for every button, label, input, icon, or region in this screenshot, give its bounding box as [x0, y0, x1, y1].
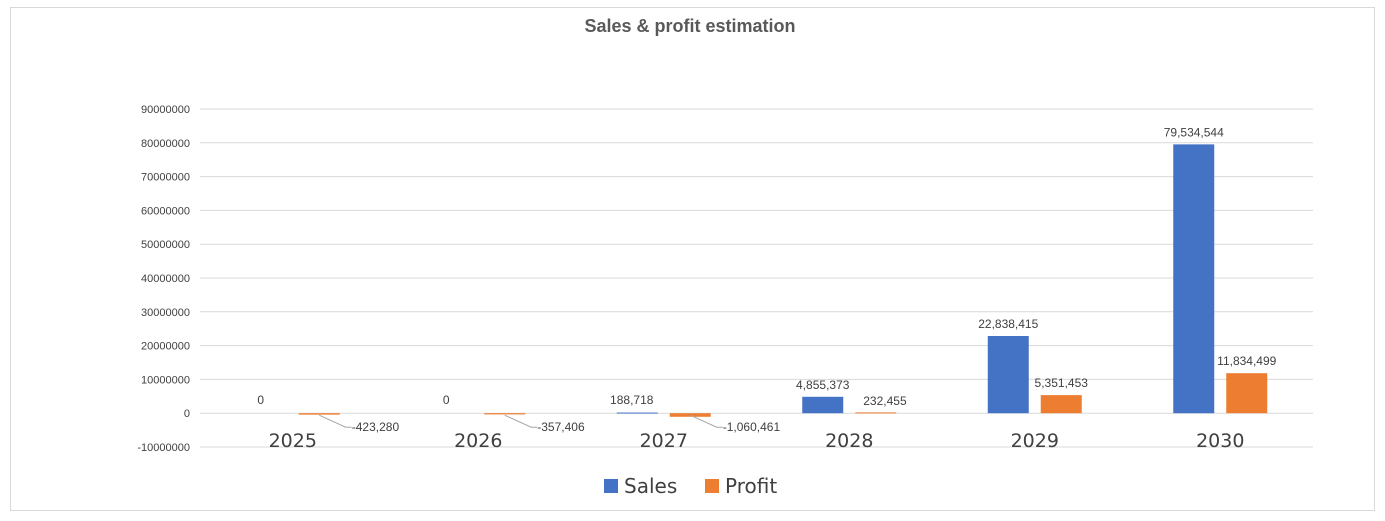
profit-bar	[855, 412, 897, 414]
sales-data-label: 4,855,373	[796, 378, 850, 392]
profit-data-label: -423,280	[352, 420, 400, 434]
x-tick-label: 2026	[454, 430, 502, 452]
y-tick-label: 20000000	[141, 341, 190, 353]
sales-data-label: 0	[443, 393, 450, 407]
y-tick-label: 80000000	[141, 138, 190, 150]
legend: Sales Profit	[604, 474, 777, 498]
y-tick-label: 50000000	[141, 239, 190, 251]
x-tick-label: 2030	[1196, 430, 1244, 452]
profit-bar	[669, 413, 711, 417]
profit-bar	[1226, 373, 1268, 414]
leader-line	[690, 414, 723, 428]
profit-legend-swatch	[705, 479, 719, 493]
y-tick-label: 70000000	[141, 172, 190, 184]
profit-data-label: 5,351,453	[1035, 376, 1089, 390]
y-axis-ticks: -10000000 0 10000000 20000000 30000000 400000…	[137, 104, 190, 454]
bars	[298, 144, 1268, 417]
x-tick-label: 2028	[825, 430, 873, 452]
sales-bar	[616, 412, 658, 414]
y-tick-label: -10000000	[137, 442, 190, 454]
gridlines	[200, 108, 1313, 448]
sales-bar	[1173, 144, 1215, 414]
sales-data-label: 22,838,415	[978, 317, 1038, 331]
y-tick-label: 0	[184, 408, 190, 420]
profit-bar	[1040, 395, 1082, 414]
sales-bar	[987, 336, 1029, 414]
profit-legend-label: Profit	[725, 474, 777, 498]
x-tick-label: 2027	[640, 430, 688, 452]
y-tick-label: 30000000	[141, 307, 190, 319]
data-labels: 0 -423,280 0 -357,406 188,718 -1,060,461 4,855…	[257, 125, 1276, 434]
profit-bar	[298, 413, 340, 415]
chart-frame	[10, 7, 1375, 511]
y-tick-label: 40000000	[141, 273, 190, 285]
sales-data-label: 79,534,544	[1164, 125, 1224, 139]
profit-bar	[484, 413, 526, 415]
y-tick-label: 60000000	[141, 205, 190, 217]
leader-line	[319, 414, 352, 428]
x-tick-label: 2025	[269, 430, 317, 452]
leader-line	[504, 414, 538, 428]
sales-data-label: 188,718	[610, 393, 654, 407]
chart-title: Sales & profit estimation	[584, 16, 795, 36]
profit-data-label: -357,406	[537, 420, 585, 434]
x-tick-label: 2029	[1011, 430, 1059, 452]
profit-data-label: 232,455	[863, 394, 907, 408]
sales-legend-swatch	[604, 479, 618, 493]
sales-legend-label: Sales	[624, 474, 677, 498]
y-tick-label: 10000000	[141, 374, 190, 386]
profit-data-label: -1,060,461	[723, 420, 781, 434]
y-tick-label: 90000000	[141, 104, 190, 116]
profit-data-label: 11,834,499	[1217, 354, 1276, 368]
sales-data-label: 0	[257, 393, 264, 407]
x-axis-ticks: 2025 2026 2027 2028 2029 2030	[269, 430, 1245, 452]
sales-bar	[802, 396, 844, 414]
